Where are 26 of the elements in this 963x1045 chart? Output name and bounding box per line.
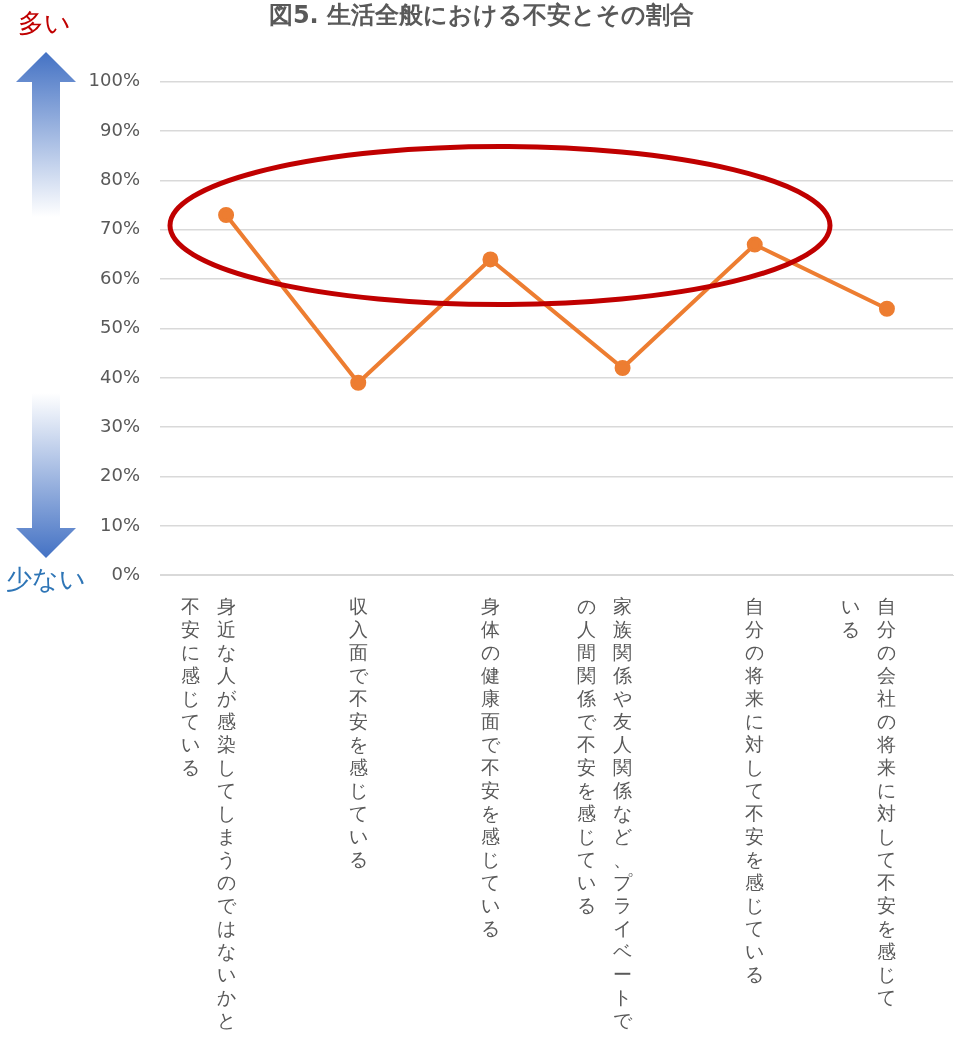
chart-title: 図5. 生活全般における不安とその割合 bbox=[268, 0, 695, 29]
y-tick-label: 70% bbox=[99, 217, 140, 239]
point bbox=[614, 359, 631, 376]
category-label: 家族関係や友人関係など、プライベートでの人間関係で不安を感じている bbox=[577, 595, 633, 1032]
y-tick-label: 90% bbox=[99, 118, 140, 140]
category-label: 自分の将来に対して不安を感じている bbox=[745, 595, 765, 986]
y-tick-label: 50% bbox=[99, 316, 140, 338]
y-tick-label: 20% bbox=[99, 464, 140, 486]
y-tick-label: 80% bbox=[99, 168, 140, 190]
point bbox=[350, 374, 367, 391]
point bbox=[878, 300, 895, 317]
text: 多い bbox=[18, 7, 71, 40]
category-label: 身体の健康面で不安を感じている bbox=[480, 595, 500, 940]
y-tick-label: 30% bbox=[99, 414, 140, 436]
y-tick-label: 40% bbox=[99, 365, 140, 387]
y-tick-label: 0% bbox=[111, 562, 140, 584]
point bbox=[482, 251, 499, 268]
category-label: 自分の会社の将来に対して不安を感じている bbox=[841, 595, 897, 1009]
text: 少ない bbox=[6, 563, 86, 596]
y-tick-label: 60% bbox=[99, 266, 140, 288]
category-label: 収入面で不安を感じている bbox=[348, 595, 368, 871]
y-tick-label: 10% bbox=[99, 513, 140, 535]
point bbox=[746, 236, 763, 253]
y-tick-label: 100% bbox=[88, 69, 140, 91]
point bbox=[218, 207, 235, 224]
category-label: 身近な人が感染してしまうのではないかと不安に感じている bbox=[180, 595, 236, 1032]
